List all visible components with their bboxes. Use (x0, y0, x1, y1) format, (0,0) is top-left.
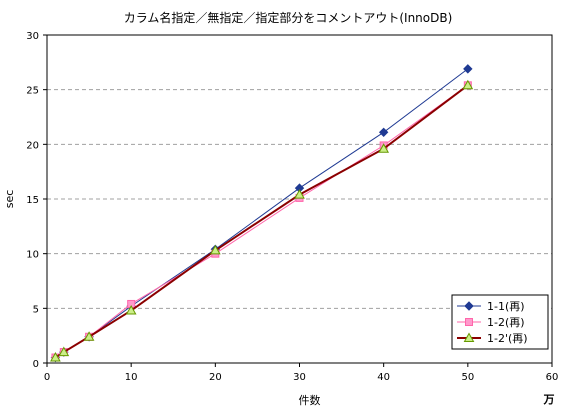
x-axis-label: 件数 (299, 394, 321, 407)
legend-item: 1-2(再) (457, 316, 525, 329)
data-point (294, 189, 305, 199)
x-tick-label: 10 (125, 372, 138, 383)
legend-label: 1-2(再) (487, 316, 525, 329)
data-point (462, 79, 474, 90)
x-tick-label: 20 (209, 372, 222, 383)
data-point (125, 305, 137, 315)
x-tick-label: 50 (461, 372, 474, 383)
data-point (83, 331, 95, 341)
x-tick-label: 60 (546, 372, 559, 383)
data-point (209, 244, 221, 255)
chart-title: カラム名指定／無指定／指定部分をコメントアウト(InnoDB) (124, 10, 453, 25)
y-tick-label: 5 (33, 304, 39, 315)
y-axis-label: sec (3, 190, 16, 209)
legend-marker (463, 332, 475, 342)
legend-label: 1-1(再) (487, 300, 525, 313)
data-point (463, 64, 473, 74)
x-tick-label: 40 (377, 372, 390, 383)
series-line (54, 84, 469, 359)
series-layer (50, 64, 474, 363)
legend-item: 1-1(再) (457, 300, 525, 313)
y-tick-label: 10 (26, 250, 39, 261)
data-point (378, 127, 389, 138)
legend-item: 1-2'(再) (457, 332, 528, 345)
legend-marker (464, 301, 474, 311)
x-tick-label: 0 (44, 372, 50, 383)
x-tick-label: 30 (293, 372, 306, 383)
data-point (378, 143, 390, 153)
y-tick-label: 25 (26, 86, 39, 97)
x-axis-unit-label: 万 (543, 393, 555, 406)
legend-marker (465, 318, 473, 326)
series-3 (50, 79, 474, 362)
legend-label: 1-2'(再) (487, 332, 528, 345)
y-tick-label: 15 (26, 195, 39, 206)
y-tick-label: 0 (33, 359, 39, 370)
data-point (50, 352, 61, 362)
axes: 0 5 10 15 20 25 30 0 10 20 30 40 50 60 (26, 31, 558, 383)
y-tick-label: 30 (26, 31, 39, 42)
legend: 1-1(再) 1-2(再) 1-2'(再) (451, 294, 549, 350)
y-tick-label: 20 (26, 140, 39, 151)
data-point (58, 346, 70, 357)
